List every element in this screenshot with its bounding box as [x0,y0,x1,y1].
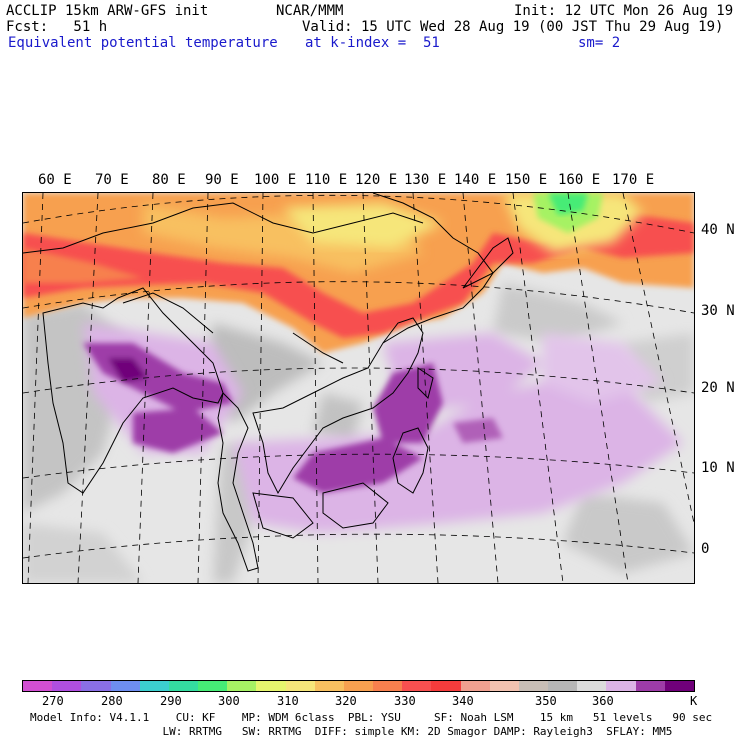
colorbar-segment [460,681,490,691]
colorbar-tick-label: 350 [535,694,557,708]
longitude-label: 130 E [404,172,447,188]
colorbar-segment [402,681,432,691]
latitude-label: 20 N [701,380,735,396]
colorbar-segment [518,681,549,691]
colorbar-tick-label: 330 [394,694,416,708]
longitude-label: 160 E [558,172,601,188]
colorbar-tick-label: 300 [218,694,240,708]
level-label: at k-index = 51 [305,35,440,51]
colorbar-segment [285,681,315,691]
latitude-label: 0 [701,541,710,557]
theta-e-map [22,192,695,584]
colorbar-segment [227,681,257,691]
latitude-label: 40 N [701,222,735,238]
colorbar-tick-label: 320 [335,694,357,708]
longitude-label: 170 E [612,172,655,188]
warm-shading [23,193,694,353]
model-title: ACCLIP 15km ARW-GFS init [6,3,209,19]
longitude-label: 60 E [38,172,72,188]
forecast-hour: Fcst: 51 h [6,19,108,35]
colorbar-segment [314,681,344,691]
colorbar-segment [198,681,228,691]
colorbar-tick-label: 360 [592,694,614,708]
colorbar-segment [52,681,82,691]
colorbar-segment [577,681,607,691]
longitude-label: 150 E [505,172,548,188]
organization-label: NCAR/MMM [276,3,344,19]
colorbar-segment [110,681,140,691]
colorbar-segment [548,681,578,691]
longitude-label: 70 E [95,172,129,188]
model-info-line-1: Model Info: V4.1.1 CU: KF MP: WDM 6class… [30,711,713,724]
colorbar [22,680,695,692]
colorbar-segment [606,681,636,691]
colorbar-segment [168,681,199,691]
longitude-label: 100 E [254,172,297,188]
longitude-label: 110 E [305,172,348,188]
dark-purple-shading [83,343,503,493]
colorbar-unit: K [690,694,698,708]
init-time: Init: 12 UTC Mon 26 Aug 19 [514,3,734,19]
colorbar-segment [489,681,519,691]
latitude-label: 10 N [701,460,735,476]
colorbar-segment [256,681,286,691]
colorbar-tick-label: 340 [452,694,474,708]
colorbar-tick-label: 310 [277,694,299,708]
map-field-svg [23,193,694,583]
colorbar-segment [373,681,403,691]
colorbar-segment [431,681,461,691]
longitude-label: 80 E [152,172,186,188]
smoothing-label: sm= 2 [578,35,621,51]
latitude-label: 30 N [701,303,735,319]
valid-time: Valid: 15 UTC Wed 28 Aug 19 (00 JST Thu … [302,19,724,35]
colorbar-segment [23,681,53,691]
field-name: Equivalent potential temperature [8,35,278,51]
colorbar-segment [635,681,665,691]
longitude-label: 140 E [454,172,497,188]
colorbar-tick-label: 270 [42,694,64,708]
graticule [23,193,694,583]
colorbar-tick-label: 290 [160,694,182,708]
colorbar-segment [81,681,111,691]
colorbar-segment [139,681,169,691]
colorbar-tick-label: 280 [101,694,123,708]
longitude-label: 120 E [355,172,398,188]
colorbar-segment [343,681,374,691]
colorbar-segment [664,681,694,691]
model-info-line-2: LW: RRTMG SW: RRTMG DIFF: simple KM: 2D … [30,725,673,738]
longitude-label: 90 E [205,172,239,188]
